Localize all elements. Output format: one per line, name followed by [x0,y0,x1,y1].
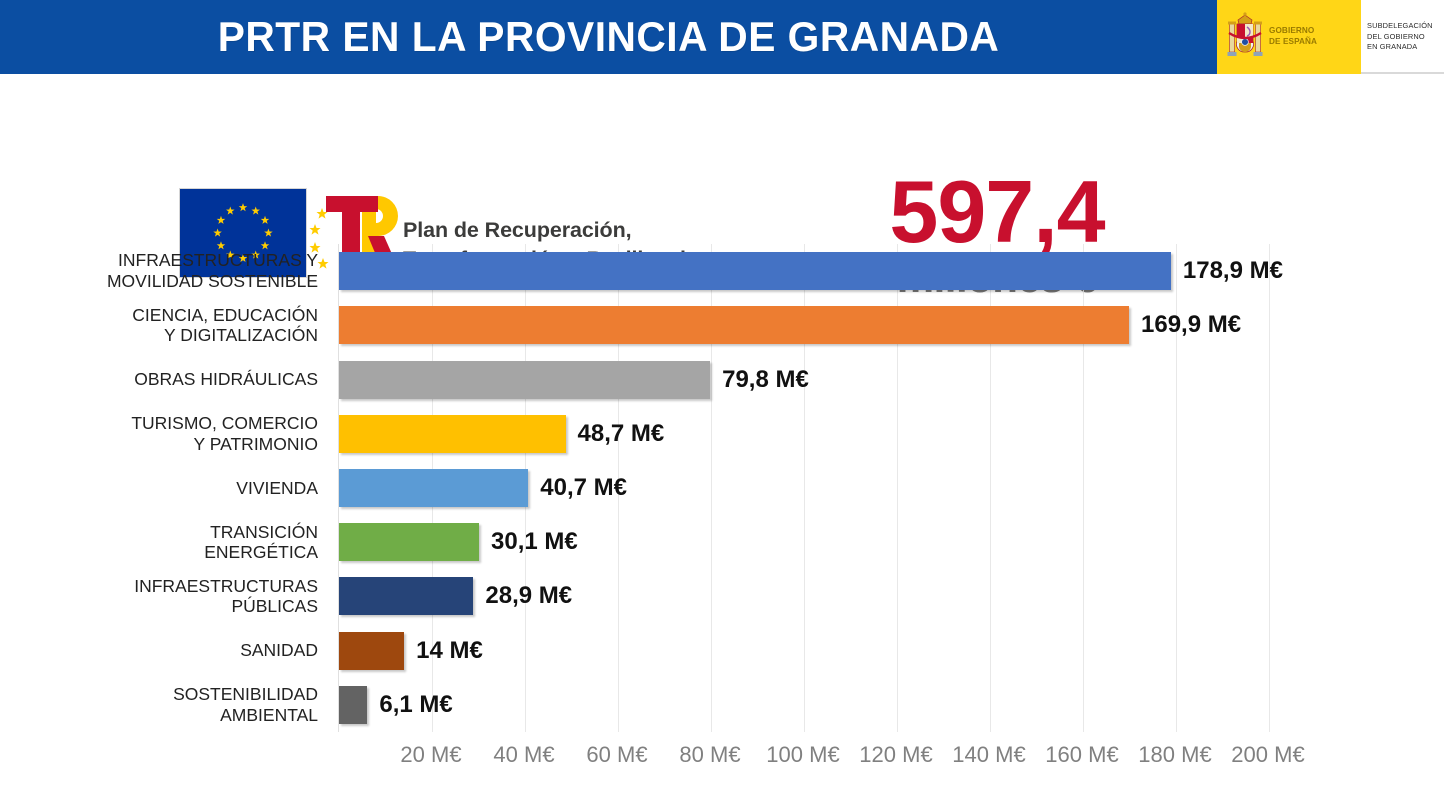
axis-tick-label: 100 M€ [766,742,840,767]
value-axis: 20 M€ 40 M€ 60 M€ 80 M€ 100 M€ 120 M€ 140 M€ 16… [338,742,1304,782]
category-label-0: INFRAESTRUCTURAS Y MOVILIDAD SOSTENIBLE [106,250,318,292]
total-amount-value: 597,4 [889,162,1105,261]
prtr-caption-line1: Plan de Recuperación, [403,218,632,242]
axis-tick-label: 200 M€ [1231,742,1305,767]
category-label-8: SOSTENIBILIDAD AMBIENTAL [173,684,318,725]
category-label-3: TURISMO, COMERCIO Y PATRIMONIO [131,413,318,454]
bar-3[interactable] [339,414,566,453]
gobierno-label: GOBIERNO DE ESPAÑA [1269,26,1318,46]
bar-value-label: 28,9 M€ [485,582,573,610]
header-divider [1361,72,1444,74]
page-title: PRTR EN LA PROVINCIA DE GRANADA [217,13,1000,60]
gridline [1269,244,1270,732]
gobierno-de-espana-logo: GOBIERNO DE ESPAÑA [1217,0,1361,74]
category-label-1: CIENCIA, EDUCACIÓN Y DIGITALIZACIÓN [132,304,318,346]
bar-2[interactable] [339,360,711,399]
gridline [897,244,898,732]
axis-tick-label: 20 M€ [400,742,462,767]
category-label-4: VIVIENDA [236,477,318,498]
bar-value-label: 48,7 M€ [577,419,665,447]
bar-value-label: 40,7 M€ [540,474,628,501]
category-axis: INFRAESTRUCTURAS Y MOVILIDAD SOSTENIBLE CI… [60,244,318,732]
eu-stars-icon [213,203,273,263]
bar-value-label: 178,9 M€ [1182,257,1283,285]
subdelegacion-label: SUBDELEGACIÓN DEL GOBIERNO EN GRANADA [1367,21,1433,52]
gridline [804,244,805,732]
category-label-2: OBRAS HIDRÁULICAS [134,369,318,390]
bar-value-label: 169,9 M€ [1141,311,1242,339]
gridline [1176,244,1177,732]
axis-tick-label: 60 M€ [586,742,648,767]
gridline [1083,244,1084,732]
bar-4[interactable] [339,469,529,507]
bar-row: 30,1 M€ [339,523,1268,562]
category-label-7: SANIDAD [240,640,318,661]
bar-value-label: 14 M€ [416,636,483,664]
bar-1[interactable] [339,306,1129,345]
axis-tick-label: 180 M€ [1138,742,1212,767]
bar-7[interactable] [339,631,405,670]
axis-tick-label: 160 M€ [1045,742,1119,767]
subdelegacion-logo: SUBDELEGACIÓN DEL GOBIERNO EN GRANADA [1361,0,1444,74]
bar-row: 14 M€ [339,631,1268,670]
bar-6[interactable] [339,577,474,616]
axis-tick-label: 80 M€ [679,742,741,767]
eu-flag-icon [179,188,307,278]
bar-row: 48,7 M€ [339,414,1268,453]
bar-0[interactable] [339,252,1171,291]
plot-area: 178,9 M€ 169,9 M€ 79,8 M€ 48,7 M€ 40,7 M€ 30,… [338,244,1283,732]
bar-value-label: 79,8 M€ [722,365,809,393]
logo-band: Plan de Recuperación, Transformación y R… [0,74,1444,300]
bar-row: 169,9 M€ [339,306,1268,345]
bar-row: 40,7 M€ [339,469,1268,507]
bar-row: 79,8 M€ [339,360,1268,399]
bar-8[interactable] [339,685,368,724]
bar-value-label: 6,1 M€ [379,690,453,718]
axis-tick-label: 40 M€ [493,742,555,767]
spain-coat-of-arms-icon [1227,12,1263,56]
axis-tick-label: 120 M€ [859,742,933,767]
bar-5[interactable] [339,523,479,562]
bar-row: 28,9 M€ [339,577,1268,616]
axis-tick-label: 140 M€ [952,742,1026,767]
bar-value-label: 30,1 M€ [491,528,578,556]
bar-row: 178,9 M€ [339,252,1283,291]
gridline [711,244,712,732]
gridline [618,244,619,732]
category-label-5: TRANSICIÓN ENERGÉTICA [204,521,318,563]
header-banner: PRTR EN LA PROVINCIA DE GRANADA [0,0,1444,74]
bar-chart: INFRAESTRUCTURAS Y MOVILIDAD SOSTENIBLE CI… [0,244,1444,812]
gridline [990,244,991,732]
bar-row: 6,1 M€ [339,685,1268,724]
category-label-6: INFRAESTRUCTURAS PÚBLICAS [134,575,318,617]
